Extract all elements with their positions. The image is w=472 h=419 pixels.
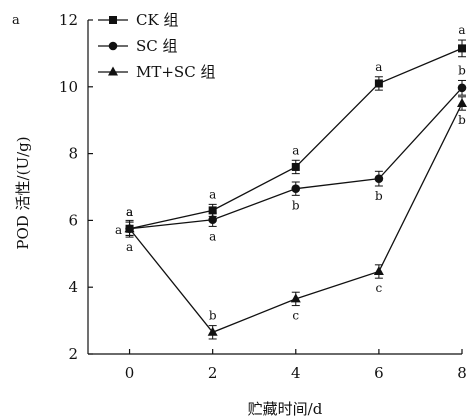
- significance-label: a: [126, 240, 133, 254]
- y-tick-label: 2: [68, 345, 78, 363]
- significance-label: a: [375, 60, 382, 74]
- significance-label: a: [209, 187, 216, 201]
- significance-label: a: [458, 23, 465, 37]
- data-point: [374, 174, 384, 183]
- data-point: [207, 326, 218, 336]
- significance-label: a: [209, 229, 216, 243]
- series-triangle: a b c c b: [124, 96, 467, 340]
- data-point: [208, 206, 217, 215]
- y-axis-title: POD 活性/(U/g): [14, 136, 32, 249]
- series-square: a a a a a: [125, 23, 466, 236]
- significance-label: a: [126, 205, 133, 219]
- legend-marker: [109, 16, 117, 24]
- y-tick-label: 8: [68, 145, 78, 163]
- significance-label: a: [115, 223, 122, 237]
- data-point: [290, 293, 301, 303]
- significance-label: b: [375, 189, 383, 203]
- significance-label: c: [292, 309, 299, 323]
- data-point: [291, 162, 300, 171]
- axes: 0 2 4 6 8 2 4 6 8 10 12 贮藏时间/d POD 活性/(U/g): [14, 11, 467, 418]
- legend-label: MT+SC 组: [136, 63, 215, 81]
- x-tick-label: 2: [208, 364, 218, 382]
- significance-label: c: [376, 281, 383, 295]
- significance-label: b: [209, 309, 217, 323]
- data-point: [208, 215, 217, 225]
- panel-label: a: [12, 13, 20, 28]
- y-tick-label: 12: [59, 11, 78, 29]
- x-tick-label: 6: [374, 364, 384, 382]
- data-point: [374, 79, 383, 88]
- data-point: [373, 266, 384, 276]
- legend: CK 组 SC 组 MT+SC 组: [98, 11, 215, 81]
- y-tick-label: 4: [68, 278, 78, 296]
- data-point: [291, 184, 301, 193]
- legend-marker: [108, 66, 118, 76]
- x-axis-title: 贮藏时间/d: [248, 400, 323, 418]
- significance-label: b: [458, 113, 466, 127]
- y-tick-label: 6: [68, 211, 78, 229]
- data-point: [457, 83, 467, 93]
- x-tick-label: 4: [291, 364, 301, 382]
- y-tick-label: 10: [59, 78, 78, 96]
- legend-label: SC 组: [136, 37, 178, 55]
- legend-label: CK 组: [136, 11, 178, 29]
- legend-marker: [108, 41, 118, 51]
- x-tick-label: 8: [457, 364, 467, 382]
- significance-label: b: [292, 198, 300, 212]
- significance-label: a: [292, 143, 299, 157]
- significance-label: a: [126, 205, 133, 219]
- data-point: [458, 44, 466, 53]
- significance-label: b: [458, 63, 466, 77]
- data-point: [457, 98, 467, 107]
- x-tick-label: 0: [125, 364, 135, 382]
- data-point: [124, 223, 135, 233]
